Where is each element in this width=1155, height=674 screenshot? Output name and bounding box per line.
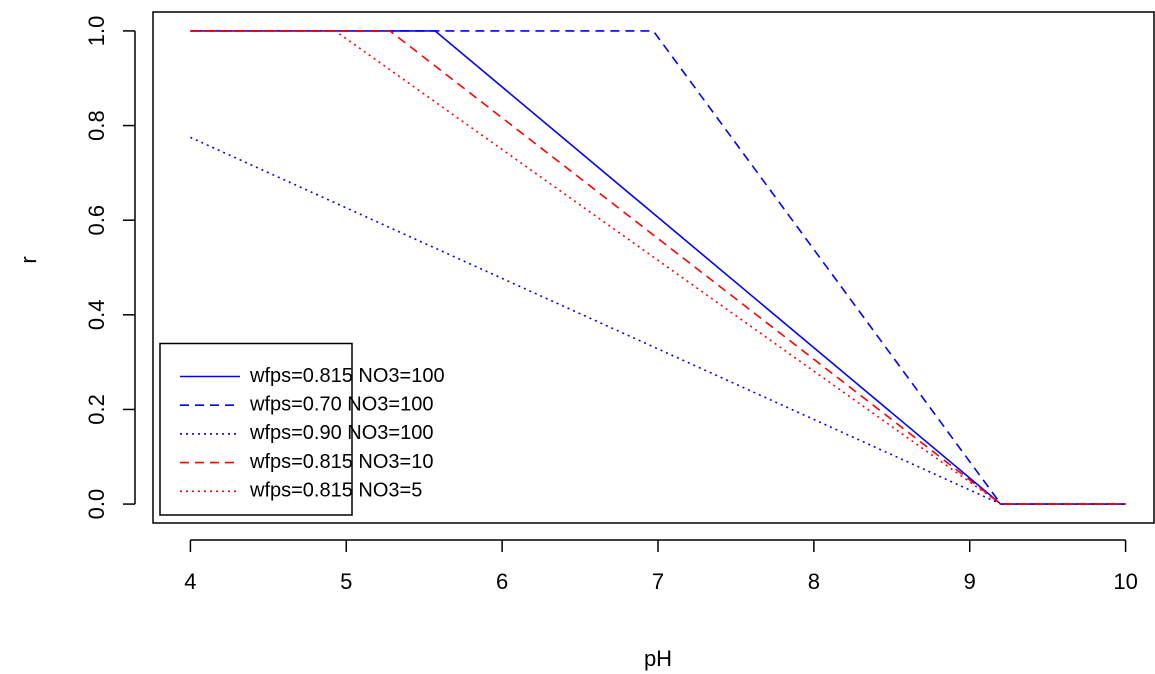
y-axis-label: r [16, 256, 41, 263]
x-axis-label: pH [644, 646, 672, 671]
legend-label: wfps=0.815 NO3=5 [249, 480, 422, 502]
y-tick-label: 0.4 [84, 300, 109, 331]
x-tick-label: 5 [340, 569, 352, 594]
x-tick-label: 4 [184, 569, 196, 594]
data-line [190, 30, 1126, 505]
y-tick-label: 0.0 [84, 489, 109, 520]
data-line [190, 30, 1126, 505]
x-tick-label: 6 [496, 569, 508, 594]
y-tick-label: 0.6 [84, 205, 109, 236]
y-tick-label: 1.0 [84, 16, 109, 47]
legend-label: wfps=0.90 NO3=100 [249, 422, 433, 444]
y-tick-label: 0.2 [84, 394, 109, 425]
x-tick-label: 9 [964, 569, 976, 594]
data-line [190, 30, 1126, 505]
plot-frame [152, 11, 1155, 524]
x-tick-label: 8 [808, 569, 820, 594]
legend-label: wfps=0.815 NO3=10 [249, 451, 433, 473]
y-tick-label: 0.8 [84, 110, 109, 141]
x-tick-label: 7 [652, 569, 664, 594]
legend-box [159, 342, 353, 516]
x-tick-label: 10 [1113, 569, 1137, 594]
legend-label: wfps=0.70 NO3=100 [249, 393, 433, 415]
legend-label: wfps=0.815 NO3=100 [249, 365, 445, 387]
